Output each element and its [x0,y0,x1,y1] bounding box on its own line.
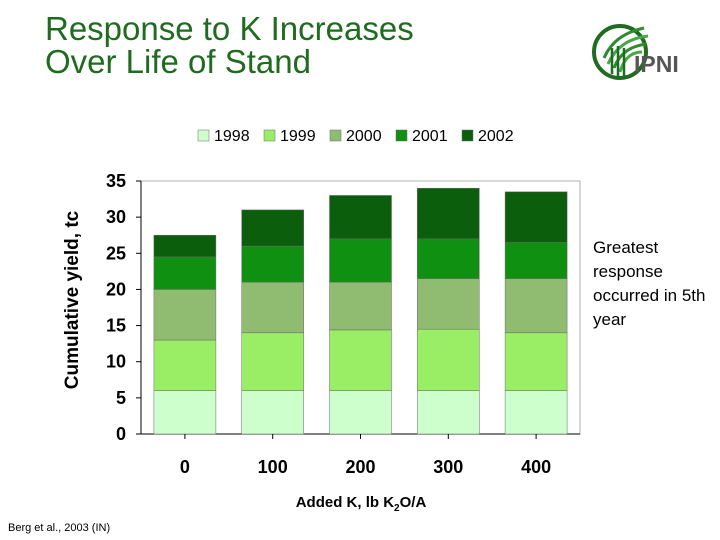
bar-segment-1998 [153,390,217,435]
x-axis-label-tail: O/A [399,494,427,511]
x-axis-label-subscript: 2 [394,503,400,514]
x-tick-label: 100 [258,457,288,477]
bar-segment-2000 [417,278,480,330]
legend-swatch-2001 [395,129,408,142]
y-tick-label: 15 [106,316,126,336]
legend-swatch-1999 [263,129,276,142]
x-tick-label: 200 [345,457,375,477]
bar-segment-2000 [241,281,304,334]
bar-segment-1999 [329,329,392,391]
bar-segment-1998 [504,390,568,435]
x-tick-label: 300 [433,457,463,477]
legend-label-2002: 2002 [478,128,514,145]
legend-swatch-2000 [329,129,342,142]
y-tick-label: 0 [116,424,126,444]
source-footnote: Berg et al., 2003 (IN) [8,522,111,534]
legend-label-2001: 2001 [412,128,448,145]
bar-segment-2001 [241,245,304,283]
bar-segment-1998 [417,390,480,435]
legend-label-1998: 1998 [214,128,250,145]
title-line-1: Response to K Increases [45,10,414,47]
legend-swatch-1998 [197,129,210,142]
title-line-2: Over Life of Stand [45,43,311,80]
slide-title: Response to K Increases Over Life of Sta… [45,12,414,78]
bar-segment-2002 [417,187,480,240]
bar-segment-1999 [153,339,217,391]
bar-segment-1998 [241,390,304,435]
y-tick-label: 20 [106,279,126,299]
y-tick-label: 35 [106,171,126,191]
bar-segment-1999 [241,332,304,391]
y-tick-label: 10 [106,352,126,372]
ipni-logo-icon [592,24,649,80]
bar-segment-2002 [241,209,304,247]
bar-segment-2002 [153,234,217,258]
y-tick-label: 30 [106,207,126,227]
x-axis-label: Added K, lb K2O/A [296,494,427,514]
logo-text: IPNI [634,51,679,77]
bar-segment-2002 [504,191,568,243]
bar-segment-2001 [329,238,392,283]
bar-segment-1999 [417,328,480,391]
bar-segment-2001 [504,242,568,279]
bar-segment-2000 [504,278,568,334]
bar-segment-2001 [417,238,480,279]
bar-segment-2000 [329,281,392,331]
legend-swatch-2002 [461,129,474,142]
annotation-text: Greatest response occurred in 5th year [593,238,706,329]
x-tick-label: 400 [521,457,551,477]
legend-label-2000: 2000 [346,128,382,145]
bar-segment-2001 [153,256,217,290]
x-axis-label-text: Added K, lb K [295,494,395,511]
y-tick-label: 5 [116,388,126,408]
bar-segment-2002 [329,195,392,240]
bar-segment-1998 [329,390,392,435]
x-tick-label: 0 [180,457,190,477]
legend-label-1999: 1999 [280,128,316,145]
y-tick-label: 25 [106,243,126,263]
bar-segment-2000 [153,289,217,341]
bar-segment-1999 [504,332,568,391]
y-axis-label: Cumulative yield, tc [62,210,83,390]
